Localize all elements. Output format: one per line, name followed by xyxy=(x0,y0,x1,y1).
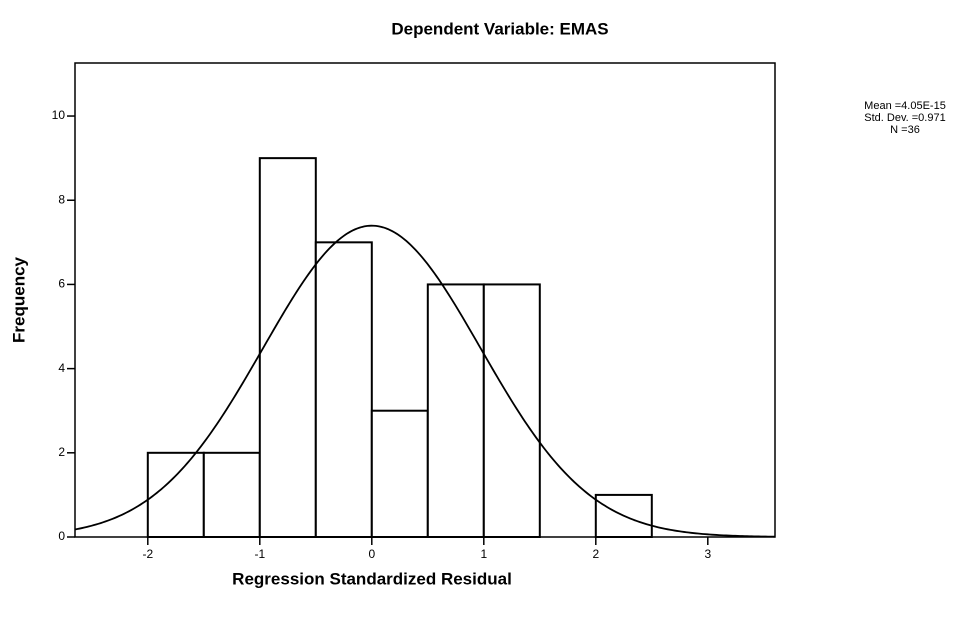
stats-annotation: Mean =4.05E-15 xyxy=(864,100,946,112)
bar xyxy=(482,283,541,538)
bar xyxy=(146,451,205,538)
x-axis-label: Regression Standardized Residual xyxy=(232,569,512,588)
y-tick-label: 6 xyxy=(58,277,65,291)
y-axis-label: Frequency xyxy=(9,256,28,343)
x-tick-label: -1 xyxy=(254,547,265,561)
x-tick-label: 2 xyxy=(592,547,599,561)
y-tick-label: 8 xyxy=(58,192,65,206)
stats-annotation: Std. Dev. =0.971 xyxy=(864,112,945,124)
bar xyxy=(594,493,653,538)
bar xyxy=(314,241,373,539)
stats-annotation: N =36 xyxy=(890,124,920,136)
x-tick-label: 1 xyxy=(480,547,487,561)
normal-curve xyxy=(74,224,776,538)
bar xyxy=(202,451,261,538)
bar xyxy=(370,409,429,538)
y-tick-label: 0 xyxy=(58,529,65,543)
y-tick-label: 10 xyxy=(52,108,66,122)
bar xyxy=(258,157,317,538)
x-tick-label: 3 xyxy=(704,547,711,561)
chart-title: Dependent Variable: EMAS xyxy=(391,19,608,38)
y-tick-label: 2 xyxy=(58,445,65,459)
y-tick-label: 4 xyxy=(58,361,65,375)
x-tick-label: 0 xyxy=(368,547,375,561)
bar xyxy=(426,283,485,538)
x-tick-label: -2 xyxy=(142,547,153,561)
